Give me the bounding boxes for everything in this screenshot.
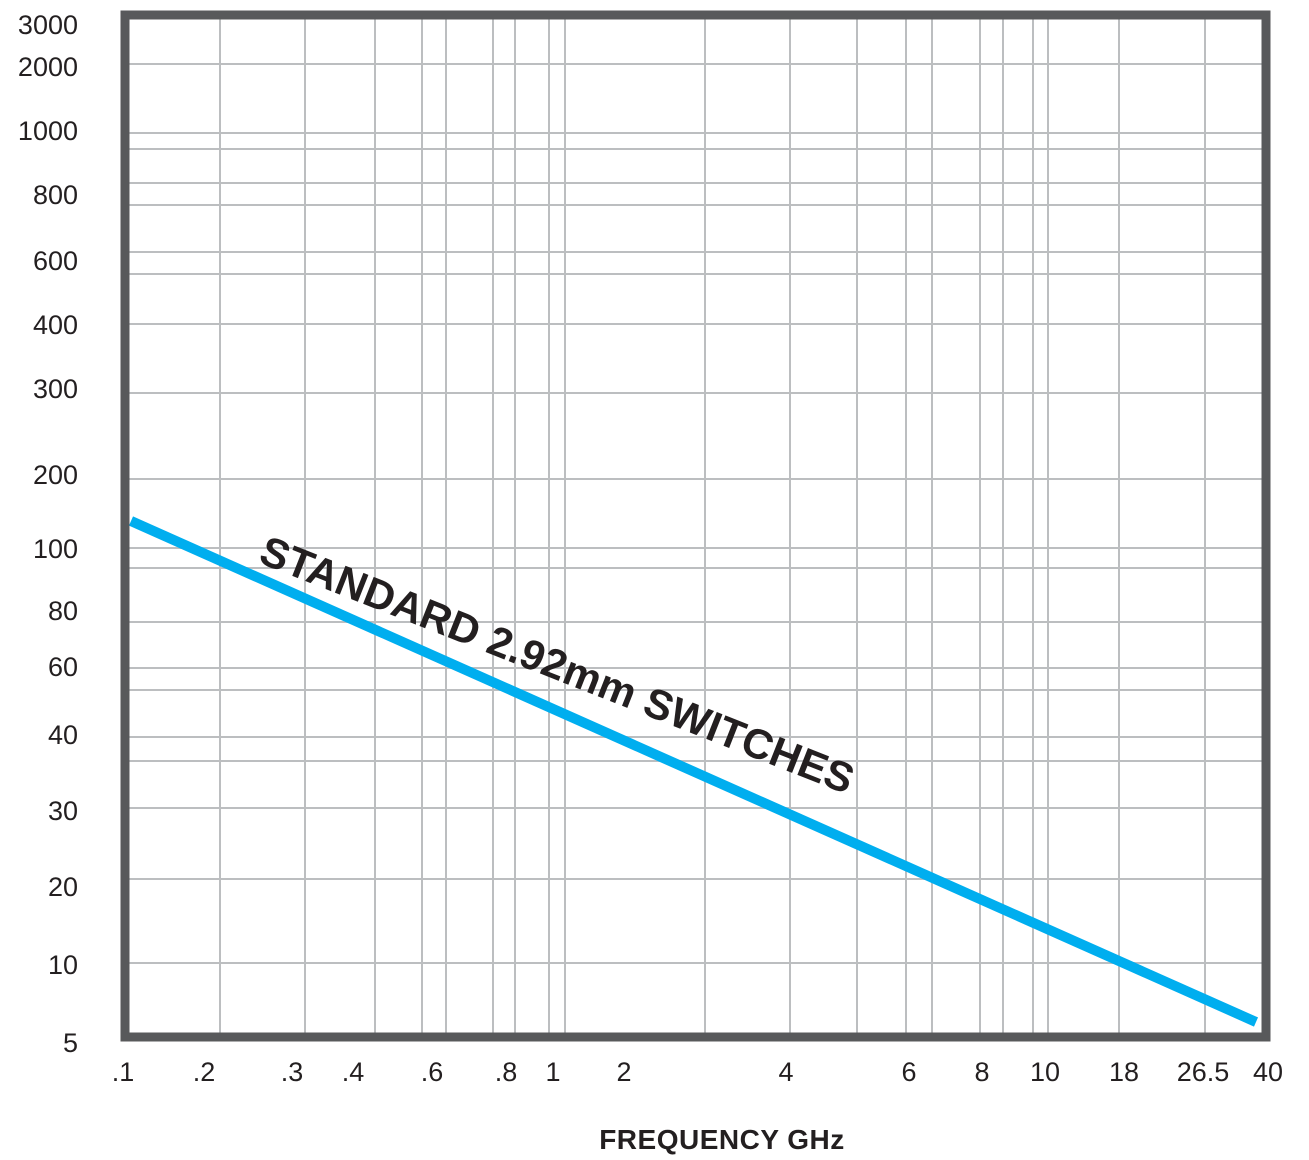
y-tick-label: 600	[33, 246, 78, 276]
y-tick-label: 800	[33, 180, 78, 210]
y-tick-label: 1000	[18, 116, 78, 146]
x-tick-label: 1	[545, 1057, 560, 1087]
x-tick-label: .4	[342, 1057, 365, 1087]
x-tick-label: .3	[281, 1057, 304, 1087]
y-tick-label: 200	[33, 460, 78, 490]
x-tick-label: 40	[1253, 1057, 1283, 1087]
y-tick-label: 10	[48, 950, 78, 980]
grid-layer	[125, 15, 1266, 1037]
series-line	[128, 516, 1259, 1027]
x-tick-label: .6	[421, 1057, 444, 1087]
x-tick-label: 26.5	[1177, 1057, 1230, 1087]
y-tick-label: 2000	[18, 52, 78, 82]
x-tick-label: 2	[616, 1057, 631, 1087]
y-tick-label: 100	[33, 534, 78, 564]
y-tick-label: 20	[48, 872, 78, 902]
x-tick-label: .8	[495, 1057, 518, 1087]
y-tick-label: 400	[33, 310, 78, 340]
x-tick-label: .2	[193, 1057, 216, 1087]
x-tick-label: 10	[1030, 1057, 1060, 1087]
y-tick-label: 300	[33, 374, 78, 404]
y-tick-labels: 3000 2000 1000 800 600 400 300 200 100 80 60 40 30 20…	[18, 10, 78, 1058]
y-tick-label: 5	[63, 1028, 78, 1058]
plot-frame	[120, 10, 1271, 1042]
x-tick-label: 4	[778, 1057, 793, 1087]
x-axis-title: FREQUENCY GHz	[599, 1124, 845, 1155]
y-tick-label: 40	[48, 720, 78, 750]
y-tick-label: 80	[48, 596, 78, 626]
x-tick-label: 18	[1109, 1057, 1139, 1087]
x-tick-label: .1	[112, 1057, 135, 1087]
x-tick-label: 8	[974, 1057, 989, 1087]
x-tick-labels: .1 .2 .3 .4 .6 .8 1 2 4 6 8 10 18 26.5 40	[112, 1057, 1283, 1087]
y-tick-label: 30	[48, 796, 78, 826]
y-tick-label: 3000	[18, 10, 78, 40]
x-tick-label: 6	[901, 1057, 916, 1087]
y-tick-label: 60	[48, 652, 78, 682]
series-layer	[128, 516, 1259, 1027]
